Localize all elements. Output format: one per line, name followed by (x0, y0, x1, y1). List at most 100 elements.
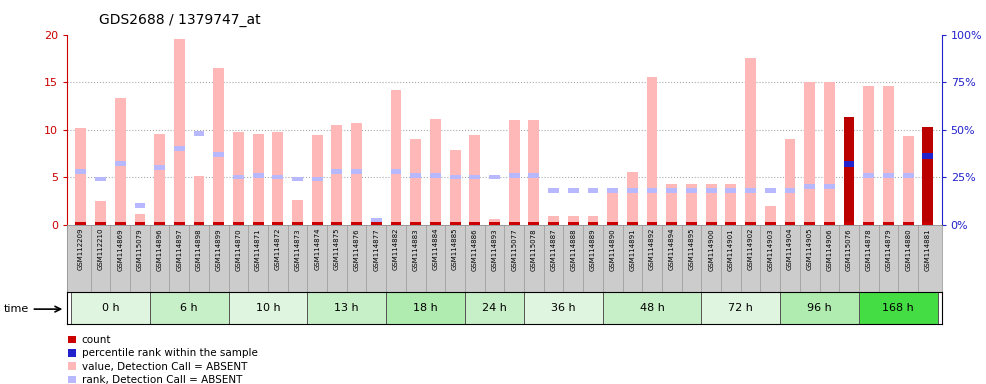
Text: 48 h: 48 h (640, 303, 665, 313)
Bar (588, 216, 599, 225)
Bar (647, 77, 658, 225)
Bar (292, 200, 303, 225)
Bar (233, 222, 244, 225)
Bar (371, 222, 382, 225)
Bar (213, 222, 224, 225)
Bar (602, 292, 701, 324)
Bar (75, 128, 86, 225)
Text: GSM114904: GSM114904 (787, 228, 793, 270)
Bar (607, 222, 618, 225)
Text: GSM114880: GSM114880 (905, 228, 911, 271)
Bar (701, 292, 780, 324)
Bar (292, 177, 303, 181)
Bar (548, 222, 559, 225)
Bar (410, 139, 421, 225)
Text: 24 h: 24 h (482, 303, 507, 313)
Bar (805, 82, 815, 225)
Bar (351, 222, 362, 225)
Text: GSM114874: GSM114874 (315, 228, 320, 270)
Bar (272, 222, 283, 225)
Bar (647, 188, 658, 193)
Text: 168 h: 168 h (882, 303, 914, 313)
Bar (706, 222, 717, 225)
Bar (252, 222, 263, 225)
Bar (252, 173, 263, 177)
Bar (193, 131, 204, 136)
Bar (331, 222, 342, 225)
Bar (903, 173, 914, 177)
Bar (233, 175, 244, 179)
Bar (726, 188, 737, 193)
Bar (785, 139, 796, 225)
Bar (351, 169, 362, 174)
Text: time: time (4, 304, 30, 314)
Text: 13 h: 13 h (334, 303, 359, 313)
Text: GSM114872: GSM114872 (275, 228, 281, 270)
Text: GSM114882: GSM114882 (393, 228, 399, 270)
Bar (450, 149, 460, 225)
Text: 96 h: 96 h (808, 303, 832, 313)
Text: GSM114898: GSM114898 (196, 228, 202, 271)
Bar (765, 206, 776, 225)
Bar (627, 172, 638, 225)
Bar (71, 292, 150, 324)
Bar (528, 120, 539, 225)
Bar (509, 222, 520, 225)
Text: GSM114894: GSM114894 (669, 228, 674, 270)
Bar (588, 188, 599, 193)
Bar (213, 68, 224, 225)
Bar (371, 222, 382, 225)
Text: GSM115077: GSM115077 (511, 228, 518, 271)
Bar (331, 169, 342, 174)
Bar (150, 292, 229, 324)
Bar (68, 336, 76, 343)
Text: GSM114906: GSM114906 (826, 228, 832, 271)
Bar (765, 188, 776, 193)
Bar (745, 58, 756, 225)
Bar (844, 222, 855, 225)
Text: GSM114892: GSM114892 (649, 228, 655, 270)
Bar (568, 222, 579, 225)
Bar (154, 222, 165, 225)
Text: percentile rank within the sample: percentile rank within the sample (82, 348, 257, 358)
Text: GSM114875: GSM114875 (334, 228, 340, 270)
Bar (883, 86, 894, 225)
Bar (686, 184, 697, 225)
Bar (864, 86, 875, 225)
Bar (607, 187, 618, 225)
Text: 36 h: 36 h (551, 303, 576, 313)
Bar (390, 222, 401, 225)
Bar (923, 127, 934, 225)
Bar (509, 173, 520, 177)
Text: GSM114901: GSM114901 (728, 228, 734, 271)
Bar (68, 349, 76, 357)
Bar (450, 175, 460, 179)
Bar (745, 188, 756, 193)
Bar (805, 222, 815, 225)
Text: GSM114903: GSM114903 (767, 228, 773, 271)
Text: GSM114878: GSM114878 (866, 228, 872, 271)
Bar (844, 117, 855, 225)
Bar (312, 177, 322, 181)
Bar (193, 176, 204, 225)
Bar (387, 292, 465, 324)
Text: GSM114885: GSM114885 (453, 228, 458, 270)
Bar (489, 222, 500, 225)
Text: rank, Detection Call = ABSENT: rank, Detection Call = ABSENT (82, 375, 242, 384)
Bar (785, 222, 796, 225)
Bar (351, 123, 362, 225)
Bar (864, 173, 875, 177)
Bar (883, 222, 894, 225)
Bar (95, 201, 106, 225)
Bar (75, 222, 86, 225)
Bar (548, 216, 559, 225)
Bar (568, 188, 579, 193)
Bar (312, 135, 322, 225)
Bar (509, 120, 520, 225)
Bar (134, 203, 145, 208)
Bar (667, 184, 677, 225)
Bar (726, 222, 737, 225)
Text: GSM112209: GSM112209 (78, 228, 84, 270)
Bar (824, 222, 835, 225)
Text: GSM115078: GSM115078 (530, 228, 537, 271)
